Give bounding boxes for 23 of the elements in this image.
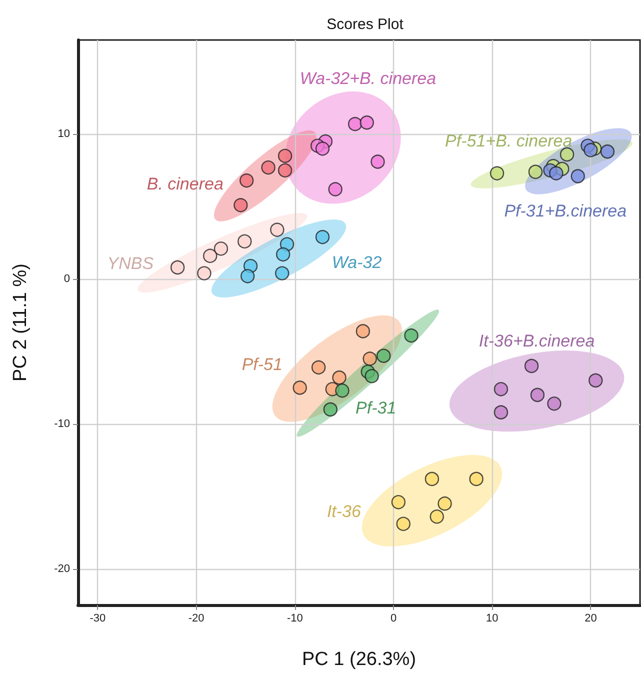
chart-title: Scores Plot xyxy=(326,16,404,33)
y-tick-label: -20 xyxy=(54,562,70,575)
series-label: Pf-51 xyxy=(242,355,282,374)
x-tick-label: 0 xyxy=(390,612,397,624)
series-label: YNBS xyxy=(107,254,154,274)
x-tick-label: 20 xyxy=(584,612,597,624)
y-tick-label: 0 xyxy=(64,273,70,286)
series-label: It-36 xyxy=(326,502,362,522)
x-tick-label: -10 xyxy=(286,612,303,624)
x-tick-label: 10 xyxy=(486,612,498,624)
series-label: Wa-32 xyxy=(332,253,382,272)
series-label: Pf-31 xyxy=(356,398,396,418)
text: Wa-32+B. cinerea xyxy=(300,69,436,88)
y-tick-label: -10 xyxy=(54,418,70,430)
x-tick-label: -20 xyxy=(188,612,204,624)
y-tick-label: 10 xyxy=(58,128,70,140)
series-label: Pf-31+B.cinerea xyxy=(504,202,627,221)
series-label: It-36+B.cinerea xyxy=(478,332,595,351)
series-label: B. cinerea xyxy=(146,174,224,194)
x-axis-title: PC 1 (26.3%) xyxy=(302,649,416,670)
series-label: Pf-51+B. cinerea xyxy=(445,131,572,150)
x-tick-label: -30 xyxy=(90,612,106,624)
y-axis-title: PC 2 (11.1 %) xyxy=(10,264,31,382)
